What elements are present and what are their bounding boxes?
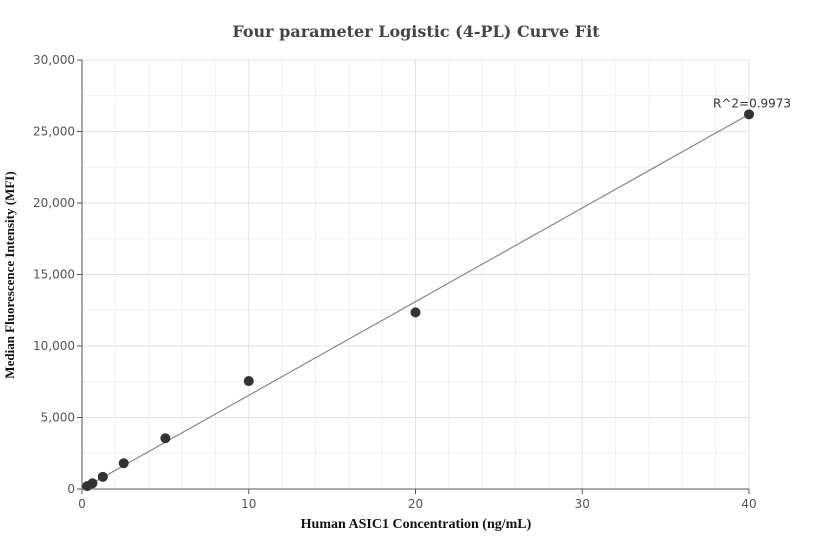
- data-point: [410, 307, 421, 318]
- data-point: [118, 458, 129, 469]
- y-tick-label: 25,000: [33, 125, 75, 139]
- data-point: [160, 433, 171, 444]
- x-tick-label: 30: [575, 497, 590, 511]
- y-tick-label: 0: [67, 482, 75, 496]
- data-point: [744, 109, 754, 120]
- data-point: [87, 478, 98, 489]
- data-point: [97, 471, 108, 482]
- y-tick-label: 15,000: [33, 268, 75, 282]
- y-tick-label: 30,000: [33, 53, 75, 67]
- y-tick-label: 5,000: [41, 411, 75, 425]
- x-tick-label: 20: [408, 497, 423, 511]
- data-point: [243, 376, 254, 387]
- chart-title: Four parameter Logistic (4-PL) Curve Fit: [232, 22, 600, 41]
- x-tick-label: 0: [78, 497, 86, 511]
- x-tick-label: 10: [241, 497, 256, 511]
- r-squared-annotation: R^2=0.9973: [713, 96, 791, 110]
- fit-line: [81, 113, 750, 490]
- y-tick-label: 20,000: [33, 196, 75, 210]
- y-tick-label: 10,000: [33, 339, 75, 353]
- x-tick-label: 40: [741, 497, 756, 511]
- x-axis-label: Human ASIC1 Concentration (ng/mL): [300, 517, 532, 532]
